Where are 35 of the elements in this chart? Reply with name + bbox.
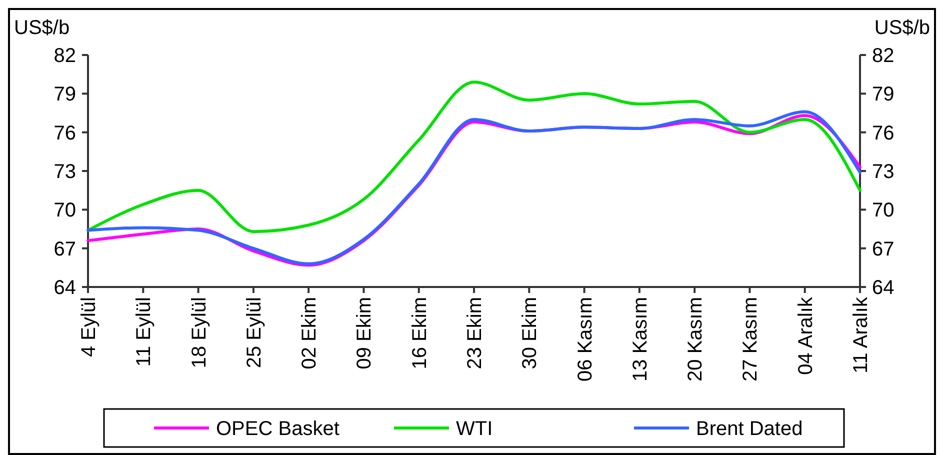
y2-tick-label: 79 — [872, 84, 894, 106]
y2-tick-label: 67 — [872, 238, 894, 260]
legend-label: WTI — [456, 418, 493, 440]
y-tick-label: 70 — [54, 200, 76, 222]
legend-label: OPEC Basket — [216, 418, 340, 440]
y2-tick-label: 70 — [872, 200, 894, 222]
x-tick-label: 06 Kasım — [574, 297, 596, 382]
y-axis-title: US$/b — [14, 17, 70, 39]
x-tick-label: 11 Eylül — [133, 297, 156, 367]
x-tick-label: 30 Ekim — [519, 297, 542, 370]
y2-tick-label: 64 — [872, 277, 894, 299]
legend-label: Brent Dated — [696, 418, 803, 440]
x-tick-label: 09 Ekim — [354, 297, 376, 370]
y-tick-label: 73 — [54, 161, 76, 183]
y-tick-label: 67 — [54, 238, 76, 260]
y-tick-label: 64 — [54, 277, 76, 299]
x-tick-label: 25 Eylül — [243, 297, 266, 368]
y-tick-label: 79 — [54, 84, 76, 106]
x-tick-label: 16 Ekim — [408, 297, 431, 370]
x-tick-label: 23 Ekim — [464, 297, 486, 370]
y-tick-label: 76 — [54, 122, 76, 144]
x-tick-label: 18 Eylül — [188, 297, 210, 368]
x-tick-label: 27 Kasım — [740, 297, 762, 382]
x-tick-label: 02 Ekim — [298, 297, 321, 370]
y-tick-label: 82 — [54, 45, 76, 67]
y2-tick-label: 82 — [872, 45, 894, 67]
x-tick-label: 11 Aralık — [850, 296, 872, 374]
x-tick-label: 4 Eylül — [78, 297, 100, 358]
x-tick-label: 13 Kasım — [629, 297, 652, 382]
line-series — [86, 80, 862, 234]
y2-axis-title: US$/b — [874, 17, 930, 39]
x-tick-label: 04 Aralık — [794, 296, 817, 375]
x-tick-label: 20 Kasım — [684, 297, 707, 382]
y2-tick-label: 73 — [872, 161, 894, 183]
y2-tick-label: 76 — [872, 122, 894, 144]
